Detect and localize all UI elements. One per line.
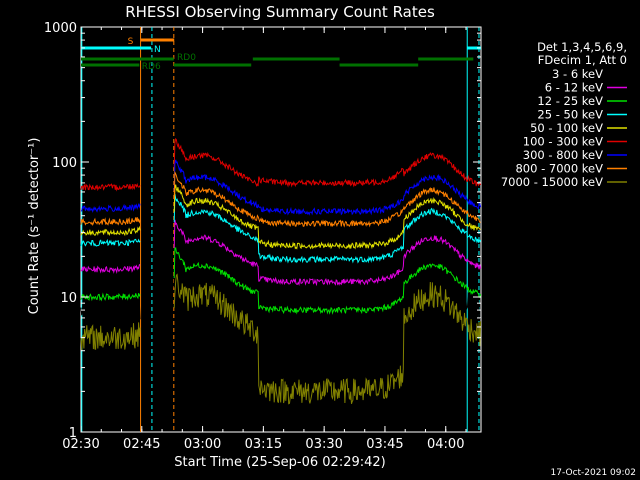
series-line	[80, 182, 141, 192]
rd0-flag-label: RD0	[177, 53, 196, 63]
night-flag-label: N	[154, 45, 161, 55]
x-tick-label: 04:00	[427, 437, 464, 452]
legend-entry-label: 25 - 50 keV	[537, 108, 603, 122]
series-line	[80, 216, 141, 227]
saa-flag-label: S	[128, 37, 134, 47]
footer-date: 17-Oct-2021 09:02	[551, 468, 636, 478]
y-axis-label: Count Rate (s⁻¹ detector⁻¹)	[27, 138, 42, 315]
x-tick-label: 03:15	[245, 437, 282, 452]
y-tick-label: 1000	[44, 21, 77, 36]
x-tick-label: 03:30	[305, 437, 342, 452]
y-tick-label: 100	[52, 156, 77, 171]
series-line	[80, 263, 141, 275]
rd6-flag-label: RD6	[142, 62, 161, 72]
series-line	[173, 137, 482, 188]
series-line	[173, 184, 481, 250]
x-tick-label: 03:00	[184, 437, 221, 452]
series-line	[80, 238, 141, 247]
series-line	[173, 194, 482, 264]
legend-header-line: FDecim 1, Att 0	[538, 53, 627, 67]
plot-frame	[80, 26, 482, 433]
series-line	[173, 246, 481, 381]
x-tick-label: 03:45	[366, 437, 403, 452]
legend-entry-label: 50 - 100 keV	[530, 121, 603, 135]
series-line	[173, 273, 482, 405]
series-line	[173, 219, 482, 287]
y-tick-label: 10	[60, 291, 77, 306]
series-line	[173, 159, 482, 216]
series-line	[80, 202, 141, 213]
y-tick-label: 1	[69, 426, 77, 441]
legend-entry-label: 12 - 25 keV	[537, 94, 603, 108]
legend: Det 1,3,4,5,6,9,FDecim 1, Att 03 - 6 keV…	[501, 40, 627, 189]
series-line	[80, 225, 141, 237]
x-tick-label: 02:45	[123, 437, 160, 452]
series-line	[173, 247, 482, 315]
legend-entry-label: 6 - 12 keV	[545, 81, 603, 95]
chart-title: RHESSI Observing Summary Count Rates	[125, 3, 435, 21]
series-line	[80, 296, 141, 324]
series-line	[80, 292, 141, 302]
legend-entry-label: 800 - 7000 keV	[515, 162, 603, 176]
x-tick-label: 02:30	[62, 437, 99, 452]
x-axis-label: Start Time (25-Sep-06 02:29:42)	[174, 455, 385, 470]
series-line	[173, 170, 481, 228]
legend-header-line: Det 1,3,4,5,6,9,	[537, 40, 627, 54]
legend-entry-label: 100 - 300 keV	[523, 135, 603, 149]
legend-entry-label: 300 - 800 keV	[523, 148, 603, 162]
legend-entry-label: 7000 - 15000 keV	[501, 175, 603, 189]
series-line	[80, 322, 141, 351]
legend-entry-label: 3 - 6 keV	[552, 67, 603, 81]
